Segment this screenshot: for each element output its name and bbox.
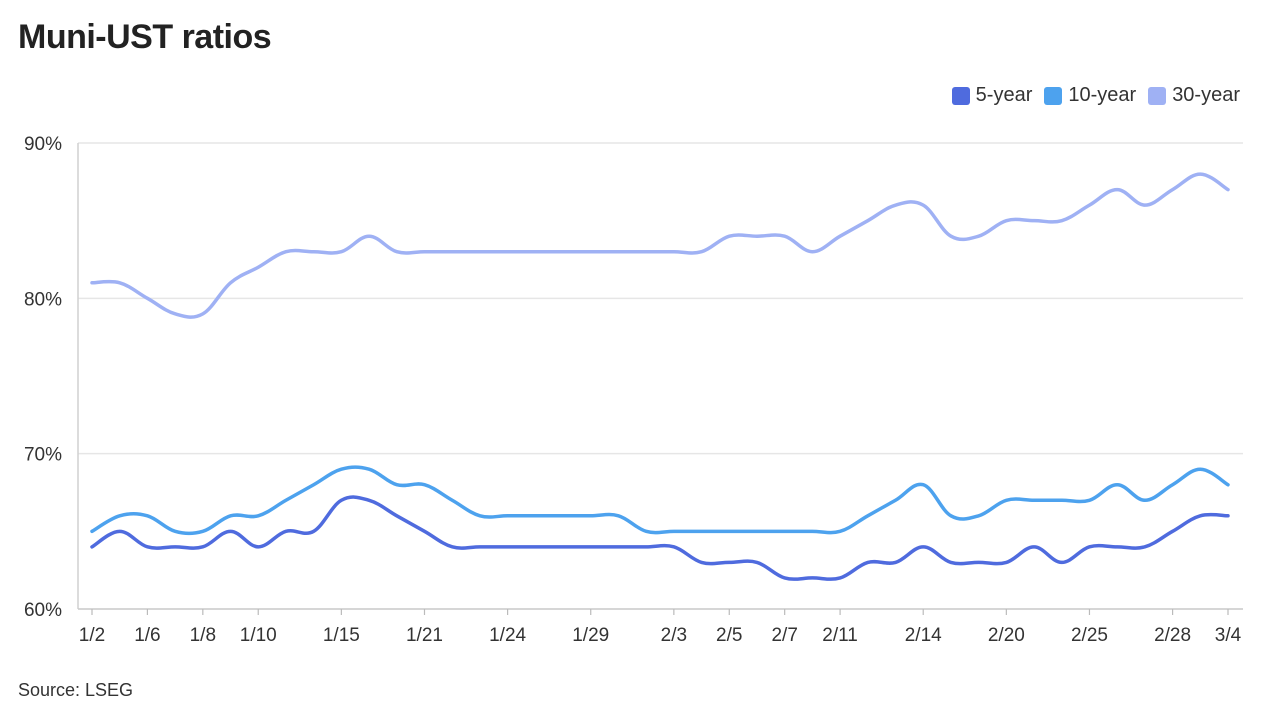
legend-swatch-10-year (1044, 86, 1063, 105)
source-note: Source: LSEG (18, 680, 134, 700)
legend-item-5-year: 5-year (951, 84, 1033, 107)
legend-swatch-5-year (951, 86, 970, 105)
x-tick-label-1/29: 1/29 (572, 625, 609, 646)
y-tick-label-80: 80% (24, 289, 62, 310)
legend-label-30-year: 30-year (1172, 84, 1240, 106)
x-tick-label-2/7: 2/7 (771, 625, 797, 646)
x-tick-label-2/5: 2/5 (716, 625, 742, 646)
series-line-5-year (90, 495, 1230, 581)
legend-label-5-year: 5-year (975, 84, 1033, 106)
x-tick-label-1/8: 1/8 (190, 625, 216, 646)
x-tick-label-1/10: 1/10 (240, 625, 277, 646)
chart-title: Muni-UST ratios (18, 18, 272, 56)
x-tick-label-2/3: 2/3 (661, 625, 687, 646)
x-tick-label-2/14: 2/14 (905, 625, 942, 646)
x-tick-label-2/20: 2/20 (988, 625, 1025, 646)
x-tick-label-1/15: 1/15 (323, 625, 360, 646)
x-tick-label-1/24: 1/24 (489, 625, 526, 646)
x-tick-label-1/2: 1/2 (79, 625, 105, 646)
series-line-10-year (90, 465, 1230, 536)
series-line-30-year (90, 172, 1230, 319)
x-tick-label-3/4: 3/4 (1215, 625, 1242, 646)
x-tick-label-2/25: 2/25 (1071, 625, 1108, 646)
y-tick-label-60: 60% (24, 600, 62, 621)
x-tick-label-1/6: 1/6 (134, 625, 160, 646)
legend-label-10-year: 10-year (1068, 84, 1137, 106)
y-tick-label-90: 90% (24, 134, 62, 155)
legend-swatch-30-year (1148, 86, 1167, 105)
x-tick-label-2/11: 2/11 (822, 625, 858, 646)
x-tick-label-1/21: 1/21 (406, 625, 443, 646)
chart-legend: 5-year 10-year 30-year (951, 84, 1240, 107)
legend-item-30-year: 30-year (1148, 84, 1240, 107)
legend-item-10-year: 10-year (1044, 84, 1136, 107)
y-tick-label-70: 70% (24, 445, 62, 466)
x-tick-label-2/28: 2/28 (1154, 625, 1191, 646)
